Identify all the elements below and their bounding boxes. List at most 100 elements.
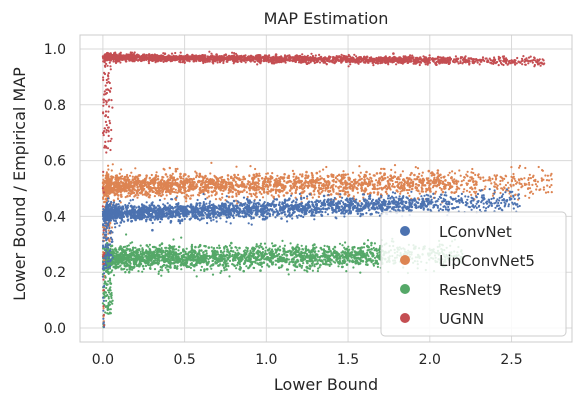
data-point xyxy=(311,196,314,199)
data-point xyxy=(363,178,366,181)
data-point xyxy=(211,182,215,186)
data-point xyxy=(129,242,132,245)
data-point xyxy=(217,253,220,256)
data-point xyxy=(252,250,255,253)
data-point xyxy=(406,180,410,183)
data-point xyxy=(231,190,234,194)
data-point xyxy=(352,195,355,198)
data-point xyxy=(399,192,402,195)
data-point xyxy=(185,247,188,250)
data-point xyxy=(179,180,183,184)
data-point xyxy=(360,246,364,249)
data-point xyxy=(322,178,326,181)
data-point xyxy=(278,248,282,252)
data-point xyxy=(128,248,132,251)
data-point xyxy=(183,188,186,192)
data-point xyxy=(350,184,354,188)
data-point xyxy=(344,173,347,176)
data-point xyxy=(220,269,223,273)
data-point xyxy=(145,174,148,177)
data-point xyxy=(109,289,112,292)
data-point xyxy=(355,259,359,263)
data-point xyxy=(288,189,292,192)
data-point xyxy=(243,186,246,189)
data-point xyxy=(482,179,485,182)
data-point xyxy=(468,179,471,182)
data-point xyxy=(437,209,440,212)
data-point xyxy=(205,186,208,190)
data-point xyxy=(237,173,240,176)
data-point xyxy=(228,185,231,188)
data-point xyxy=(482,176,485,179)
data-point xyxy=(313,179,317,183)
data-point xyxy=(547,179,551,182)
data-point xyxy=(265,252,268,256)
data-point xyxy=(309,251,313,254)
data-point xyxy=(432,181,436,185)
data-point xyxy=(499,175,502,178)
data-point xyxy=(253,260,256,263)
data-point xyxy=(427,169,431,173)
data-point xyxy=(238,246,241,250)
data-point xyxy=(297,249,300,252)
data-point xyxy=(238,178,242,182)
data-point xyxy=(288,261,291,264)
data-point xyxy=(379,171,382,175)
data-point xyxy=(378,183,382,186)
data-point xyxy=(175,267,179,270)
data-point xyxy=(147,196,150,199)
data-point xyxy=(228,244,231,247)
data-point xyxy=(383,173,386,176)
data-point xyxy=(373,174,376,177)
data-point xyxy=(471,167,474,171)
data-point xyxy=(319,246,323,250)
data-point xyxy=(101,302,104,305)
data-point xyxy=(261,196,265,199)
data-point xyxy=(144,178,147,181)
data-point xyxy=(167,270,170,273)
data-point xyxy=(208,182,211,185)
data-point xyxy=(131,248,134,251)
data-point xyxy=(538,188,541,192)
data-point xyxy=(500,187,504,190)
data-point xyxy=(299,255,303,259)
data-point xyxy=(209,172,212,175)
data-point xyxy=(283,179,286,183)
data-point xyxy=(476,192,480,196)
data-point xyxy=(366,253,369,256)
data-point xyxy=(346,259,349,262)
data-point xyxy=(219,258,223,261)
data-point xyxy=(125,233,128,236)
data-point xyxy=(118,181,121,185)
data-point xyxy=(410,190,413,193)
data-point xyxy=(225,259,228,263)
data-point xyxy=(372,191,376,194)
data-point xyxy=(399,190,402,193)
data-point xyxy=(256,185,260,188)
data-point xyxy=(332,260,335,263)
data-point xyxy=(141,264,145,268)
data-point xyxy=(491,177,494,180)
data-point xyxy=(117,187,121,191)
data-point xyxy=(281,177,284,180)
data-point xyxy=(150,262,153,266)
data-point xyxy=(339,185,343,188)
data-point xyxy=(159,268,162,272)
data-point xyxy=(173,266,177,270)
data-point xyxy=(362,250,365,253)
data-point xyxy=(248,184,252,187)
data-point xyxy=(386,179,390,183)
data-point xyxy=(247,222,250,225)
data-point xyxy=(184,173,187,176)
series-core-resnet9 xyxy=(104,241,387,274)
data-point xyxy=(252,173,256,177)
data-point xyxy=(246,259,250,263)
data-point xyxy=(288,179,292,183)
data-point xyxy=(277,177,281,180)
data-point xyxy=(118,172,121,175)
data-point xyxy=(164,266,167,269)
data-point xyxy=(110,175,113,178)
data-point xyxy=(177,245,181,249)
data-point xyxy=(104,249,107,252)
data-point xyxy=(249,165,252,168)
